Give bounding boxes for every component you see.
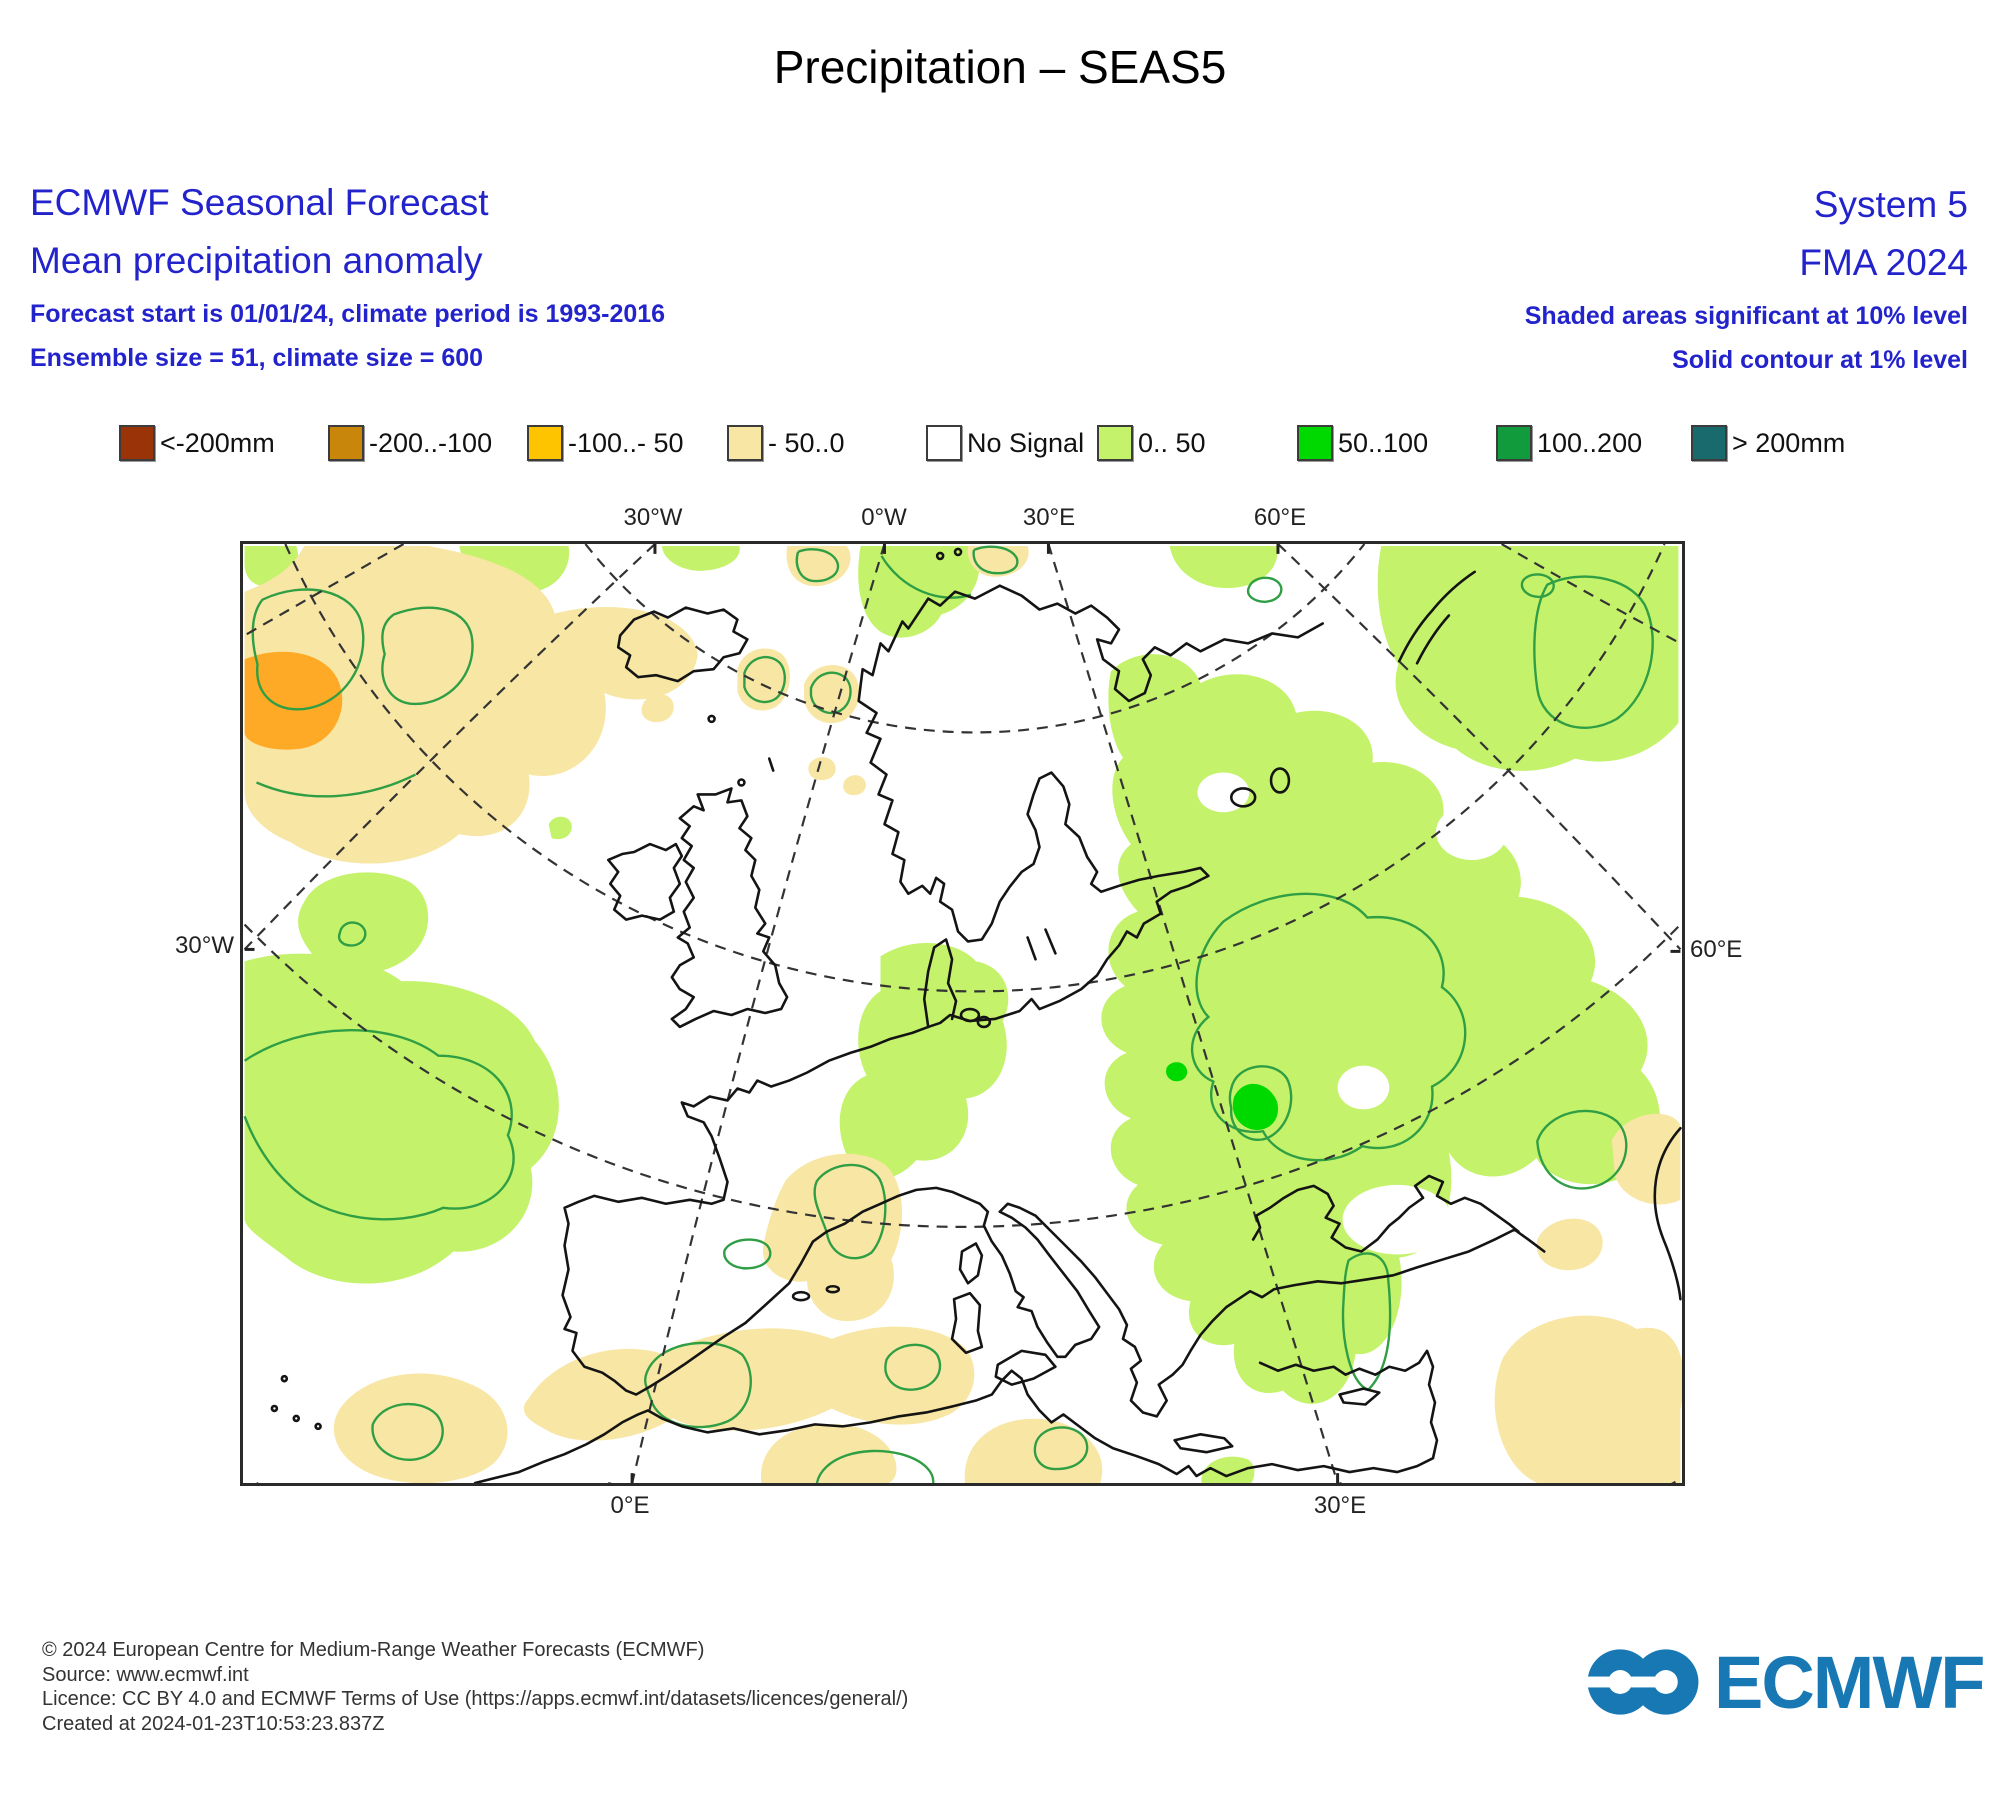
legend-item: No Signal (926, 423, 1084, 463)
legend-label: -100..- 50 (568, 427, 684, 458)
legend-swatch (727, 425, 763, 461)
legend-swatch (1496, 425, 1532, 461)
legend-swatch (527, 425, 563, 461)
header-contour-note: Solid contour at 1% level (1672, 346, 1968, 374)
header-variable-name: Mean precipitation anomaly (30, 240, 483, 281)
legend-item: -100..- 50 (527, 423, 684, 463)
legend-label: 50..100 (1338, 427, 1429, 458)
wet-anomaly-layer (244, 545, 1679, 1483)
legend-swatch (1097, 425, 1133, 461)
header-ensemble-size: Ensemble size = 51, climate size = 600 (30, 344, 484, 372)
axis-label-top-0w: 0°W (861, 504, 907, 531)
legend-label: <-200mm (160, 427, 275, 458)
legend-item: 50..100 (1297, 423, 1428, 463)
legend-label: > 200mm (1732, 427, 1846, 458)
axis-label-bottom-0e: 0°E (610, 1492, 650, 1519)
axis-label-bottom-30e: 30°E (1313, 1492, 1367, 1519)
legend-item: <-200mm (119, 423, 275, 463)
graticule-layer (243, 544, 1682, 1483)
legend-label: - 50..0 (768, 427, 845, 458)
coastline-layer (270, 547, 1682, 1483)
header-product-name: ECMWF Seasonal Forecast (30, 182, 489, 223)
header-season: FMA 2024 (1799, 242, 1968, 283)
axis-label-top-30w: 30°W (623, 504, 683, 531)
legend-label: 0.. 50 (1138, 427, 1206, 458)
ecmwf-logo: ECMWF (1582, 1632, 1985, 1732)
legend-swatch (1691, 425, 1727, 461)
axis-label-left-30w: 30°W (175, 932, 234, 959)
header-system: System 5 (1813, 184, 1968, 225)
legend-label: -200..-100 (369, 427, 493, 458)
axis-label-right-60e: 60°E (1690, 936, 1743, 963)
legend-swatch (119, 425, 155, 461)
source-line: Source: www.ecmwf.int (42, 1663, 249, 1686)
strong-wet-anomaly-layer (1166, 1062, 1279, 1130)
header-forecast-start: Forecast start is 01/01/24, climate peri… (30, 300, 666, 328)
legend-item: - 50..0 (727, 423, 845, 463)
created-at-line: Created at 2024-01-23T10:53:23.837Z (42, 1712, 385, 1735)
ecmwf-logo-text: ECMWF (1714, 1640, 1985, 1724)
copyright-line: © 2024 European Centre for Medium-Range … (42, 1639, 705, 1661)
dry-anomaly-layer (244, 545, 1682, 1483)
legend-label: No Signal (967, 427, 1085, 458)
ecmwf-logo-icon (1583, 1649, 1699, 1715)
header-significance-note: Shaded areas significant at 10% level (1524, 302, 1968, 330)
border-ticks (244, 544, 1681, 1483)
legend-swatch (328, 425, 364, 461)
axis-label-top-30e: 30°E (1022, 504, 1076, 531)
legend-item: -200..-100 (328, 423, 492, 463)
legend-swatch (926, 425, 962, 461)
europe-map-canvas (243, 544, 1682, 1483)
page-title: Precipitation – SEAS5 (773, 41, 1227, 93)
legend-swatch (1297, 425, 1333, 461)
legend-item: 100..200 (1496, 423, 1642, 463)
legend-item: 0.. 50 (1097, 423, 1206, 463)
attribution-block: © 2024 European Centre for Medium-Range … (42, 1638, 908, 1736)
legend-label: 100..200 (1537, 427, 1643, 458)
axis-label-top-60e: 60°E (1253, 504, 1307, 531)
legend-item: > 200mm (1691, 423, 1845, 463)
licence-line: Licence: CC BY 4.0 and ECMWF Terms of Us… (42, 1688, 909, 1710)
forecast-map (240, 541, 1685, 1486)
